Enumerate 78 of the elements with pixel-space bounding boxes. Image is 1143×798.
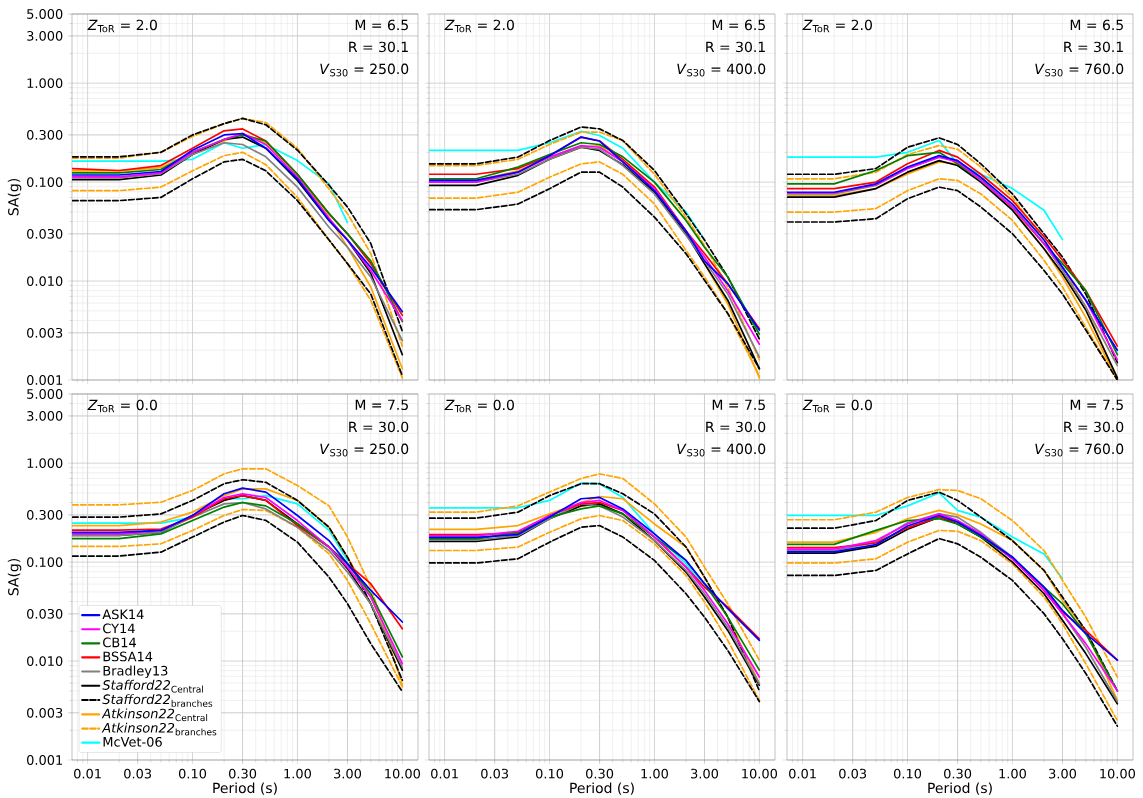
legend-label: McVet-06 bbox=[103, 736, 162, 747]
y-axis-title: SA(g) bbox=[7, 559, 22, 596]
y-tick-label: 0.300 bbox=[27, 510, 63, 520]
x-tick-label: 0.03 bbox=[839, 768, 867, 779]
annotation: M = 7.5 bbox=[712, 399, 765, 411]
annotation: V$_{S30}$ = 760.0 bbox=[1035, 63, 1124, 77]
annotation: R = 30.1 bbox=[349, 41, 408, 53]
x-axis-title: Period (s) bbox=[570, 782, 634, 795]
y-tick-label: 0.001 bbox=[27, 755, 63, 765]
x-tick-label: 0.10 bbox=[178, 768, 207, 779]
annotation: Z$_{ToR}$ = 0.0 bbox=[444, 399, 514, 413]
y-tick-label: 0.003 bbox=[27, 707, 63, 718]
annotation: V$_{S30}$ = 400.0 bbox=[677, 63, 766, 77]
x-tick-label: 0.01 bbox=[431, 768, 458, 779]
annotation: M = 7.5 bbox=[355, 399, 408, 411]
x-tick-label: 3.00 bbox=[1049, 768, 1077, 779]
x-tick-label: 0.01 bbox=[74, 768, 101, 779]
x-tick-label: 0.30 bbox=[944, 768, 972, 779]
legend-label: ASK14 bbox=[102, 609, 144, 620]
annotation: R = 30.1 bbox=[1064, 41, 1123, 53]
x-tick-label: 1.00 bbox=[999, 768, 1026, 779]
y-tick-label: 0.030 bbox=[27, 608, 63, 619]
y-tick-label: 1.000 bbox=[27, 78, 63, 89]
annotation: V$_{S30}$ = 760.0 bbox=[1035, 443, 1124, 457]
x-tick-label: 0.10 bbox=[893, 768, 922, 779]
y-tick-label: 3.000 bbox=[27, 31, 63, 41]
annotation: Z$_{ToR}$ = 0.0 bbox=[802, 399, 872, 413]
annotation: Z$_{ToR}$ = 0.0 bbox=[87, 399, 157, 413]
y-tick-label: 0.300 bbox=[27, 129, 63, 140]
annotation: M = 6.5 bbox=[712, 19, 765, 31]
y-tick-label: 5.000 bbox=[27, 389, 63, 399]
x-tick-label: 0.01 bbox=[789, 768, 816, 779]
legend-label: CY14 bbox=[103, 623, 135, 634]
x-tick-label: 0.30 bbox=[229, 768, 257, 779]
y-tick-label: 0.100 bbox=[27, 557, 63, 568]
x-tick-label: 3.00 bbox=[691, 768, 719, 779]
y-tick-label: 3.000 bbox=[27, 411, 63, 421]
y-tick-label: 0.001 bbox=[27, 375, 63, 385]
y-tick-label: 0.010 bbox=[27, 656, 63, 666]
x-tick-label: 0.03 bbox=[481, 768, 509, 779]
x-tick-label: 0.03 bbox=[124, 768, 152, 779]
annotation: V$_{S30}$ = 400.0 bbox=[677, 443, 766, 457]
y-tick-label: 1.000 bbox=[27, 458, 63, 469]
annotation: M = 6.5 bbox=[355, 19, 408, 31]
x-tick-label: 1.00 bbox=[641, 768, 668, 779]
x-tick-label: 10.00 bbox=[1100, 768, 1136, 779]
x-tick-label: 10.00 bbox=[742, 768, 778, 779]
annotation: R = 30.0 bbox=[349, 421, 409, 433]
annotation: V$_{S30}$ = 250.0 bbox=[320, 443, 409, 457]
y-tick-label: 0.030 bbox=[27, 228, 63, 239]
annotation: M = 7.5 bbox=[1070, 399, 1123, 411]
y-tick-label: 5.000 bbox=[27, 9, 63, 19]
legend-label: CB14 bbox=[103, 637, 136, 648]
annotation: R = 30.1 bbox=[706, 41, 765, 53]
legend-label: Stafford22$_{Central}$ bbox=[102, 679, 204, 693]
x-tick-label: 10.00 bbox=[385, 768, 421, 779]
y-tick-label: 0.003 bbox=[27, 327, 63, 338]
x-tick-label: 3.00 bbox=[334, 768, 362, 779]
annotation: R = 30.0 bbox=[706, 421, 766, 433]
annotation: R = 30.0 bbox=[1064, 421, 1124, 433]
legend-label: Atkinson22$_{Central}$ bbox=[101, 708, 208, 722]
x-tick-label: 0.30 bbox=[586, 768, 614, 779]
x-axis-title: Period (s) bbox=[928, 782, 992, 795]
annotation: Z$_{ToR}$ = 2.0 bbox=[444, 19, 514, 33]
legend-label: Bradley13 bbox=[103, 665, 168, 679]
x-tick-label: 0.10 bbox=[535, 768, 564, 779]
y-axis-title: SA(g) bbox=[7, 178, 22, 216]
legend-label: BSSA14 bbox=[103, 651, 153, 662]
legend-label: Atkinson22$_{branches}$ bbox=[101, 722, 217, 736]
annotation: Z$_{ToR}$ = 2.0 bbox=[802, 19, 872, 33]
x-axis-title: Period (s) bbox=[213, 782, 277, 795]
y-tick-label: 0.100 bbox=[27, 177, 63, 187]
x-tick-label: 1.00 bbox=[284, 768, 311, 779]
legend-label: Stafford22$_{branches}$ bbox=[102, 694, 213, 707]
annotation: V$_{S30}$ = 250.0 bbox=[320, 63, 409, 77]
annotation: Z$_{ToR}$ = 2.0 bbox=[87, 19, 157, 33]
annotation: M = 6.5 bbox=[1070, 19, 1123, 31]
y-tick-label: 0.010 bbox=[27, 276, 63, 286]
